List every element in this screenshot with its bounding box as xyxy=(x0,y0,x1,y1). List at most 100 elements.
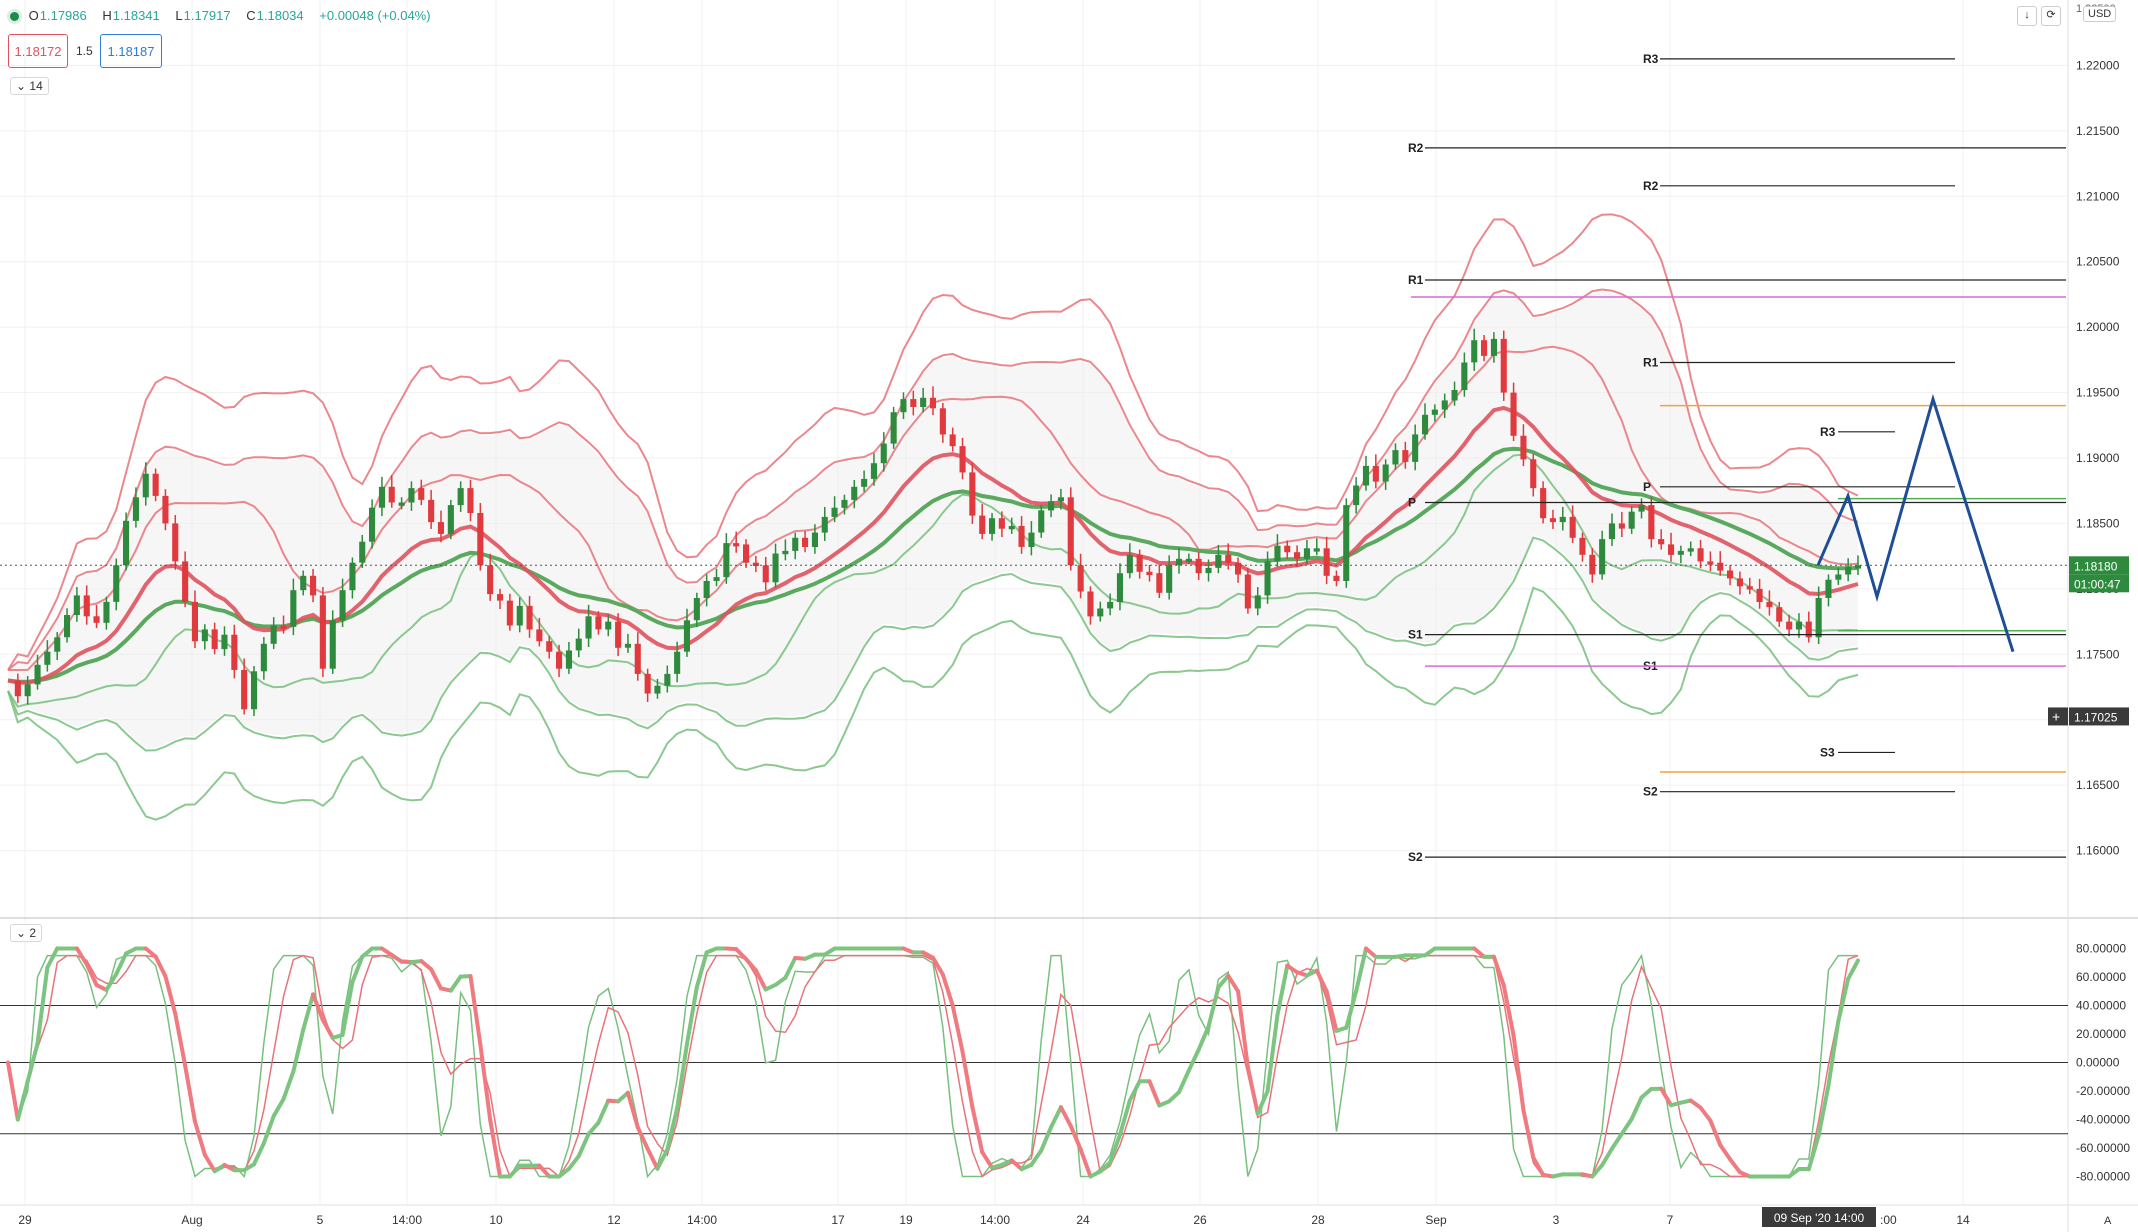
candle-body xyxy=(1077,565,1084,592)
candle-body xyxy=(723,543,730,578)
open-value: 1.17986 xyxy=(39,8,87,23)
candle-body xyxy=(939,408,946,435)
oscillator-main-segment xyxy=(271,1096,286,1119)
time-tick-label: 14:00 xyxy=(392,1213,422,1227)
time-tick-label: 10 xyxy=(489,1213,503,1227)
oscillator-main-segment xyxy=(1354,946,1368,994)
time-tick-label: 5 xyxy=(317,1213,324,1227)
oscillator-main-segment xyxy=(183,1063,197,1124)
main-indicator-toggle[interactable]: ⌄ 14 xyxy=(10,77,49,95)
candle-body xyxy=(1756,588,1763,602)
oscillator-main-segment xyxy=(350,954,365,985)
candle-body xyxy=(526,605,533,630)
candle-body xyxy=(1235,562,1242,575)
refresh-icon[interactable]: ⟳ xyxy=(2041,6,2061,26)
price-tick-label: 1.19000 xyxy=(2076,451,2120,465)
change-value: +0.00048 (+0.04%) xyxy=(319,8,431,23)
oscillator-main-segment xyxy=(1718,1142,1733,1162)
candle-body xyxy=(152,473,159,496)
intraday-pivot-label: S3 xyxy=(1820,745,1835,759)
candle-body xyxy=(319,595,326,669)
candle-body xyxy=(1490,338,1497,356)
oscillator-main-segment xyxy=(1186,1047,1201,1073)
oscillator-main-segment xyxy=(1226,973,1241,994)
time-tick-label: 17 xyxy=(831,1213,845,1227)
oscillator-main-segment xyxy=(675,1041,689,1111)
candle-body xyxy=(989,518,996,534)
candle-body xyxy=(959,446,966,473)
candle-body xyxy=(1303,548,1310,559)
oscillator-main-segment xyxy=(694,950,709,990)
oscillator-main-segment xyxy=(557,1166,571,1179)
candle-body xyxy=(1323,548,1330,576)
oscillator-main-segment xyxy=(1206,985,1221,1029)
countdown-badge xyxy=(2069,574,2129,593)
oscillator-main-segment xyxy=(1029,1148,1044,1167)
candle-body xyxy=(162,495,169,524)
candle-body xyxy=(900,399,907,413)
oscillator-main-segment xyxy=(301,992,316,1032)
plus-icon: + xyxy=(2052,708,2060,724)
currency-badge[interactable]: USD xyxy=(2083,6,2117,22)
oscillator-main-segment xyxy=(84,962,99,988)
candle-body xyxy=(1372,465,1379,482)
candle-body xyxy=(1185,558,1192,563)
candle-body xyxy=(1668,544,1675,555)
candle-body xyxy=(1805,621,1812,638)
candle-body xyxy=(1451,390,1458,401)
candle-body xyxy=(1294,552,1301,559)
candle-body xyxy=(1176,558,1183,566)
oscillator-main-segment xyxy=(143,946,158,959)
last-price-label: 1.18180 xyxy=(2074,559,2118,573)
oscillator-main-segment xyxy=(45,946,60,970)
candle-body xyxy=(290,590,297,627)
weekly-pivot-label: R2 xyxy=(1408,141,1424,155)
oscillator-main-segment xyxy=(1255,1089,1270,1116)
upper-band-outer xyxy=(7,213,1859,671)
oscillator-main-segment xyxy=(419,959,434,972)
oscillator-tick-label: -20.00000 xyxy=(2076,1084,2130,1098)
candle-body xyxy=(1707,561,1714,565)
candle-body xyxy=(841,499,848,508)
oscillator-main-segment xyxy=(537,1163,552,1179)
oscillator-main-segment xyxy=(507,1163,522,1179)
time-tick-label: 3 xyxy=(1553,1213,1560,1227)
sell-button[interactable]: 1.18172 xyxy=(8,34,68,68)
candle-body xyxy=(762,565,769,583)
candle-body xyxy=(654,685,661,694)
buy-button[interactable]: 1.18187 xyxy=(100,34,162,68)
candle-body xyxy=(1736,578,1743,587)
daily-pivot-label: P xyxy=(1643,480,1651,494)
candle-body xyxy=(191,601,198,642)
oscillator-main-segment xyxy=(665,1106,680,1152)
candle-body xyxy=(831,507,838,517)
lower-band-middle xyxy=(7,536,1859,752)
oscillator-main-segment xyxy=(950,1003,965,1054)
oscillator-main-segment xyxy=(744,957,758,973)
candle-body xyxy=(447,505,454,534)
candle-body xyxy=(24,684,31,697)
candle-body xyxy=(1146,571,1153,576)
crosshair-price-badge xyxy=(2069,707,2129,726)
oscillator-main-segment xyxy=(1629,1095,1644,1122)
oscillator-main-segment xyxy=(15,1079,30,1122)
candle-body xyxy=(1648,505,1655,540)
arrow-down-icon[interactable]: ↓ xyxy=(2017,6,2037,26)
candle-body xyxy=(1786,621,1793,630)
candle-body xyxy=(1333,575,1340,581)
oscillator-toggle[interactable]: ⌄ 2 xyxy=(10,924,43,942)
oscillator-tick-label: 40.00000 xyxy=(2076,999,2126,1013)
oscillator-main-segment xyxy=(1108,1132,1122,1165)
oscillator-main-segment xyxy=(252,1141,266,1167)
candle-body xyxy=(1048,501,1055,511)
candle-body xyxy=(1727,570,1734,579)
candle-body xyxy=(1766,601,1773,608)
candle-body xyxy=(14,680,21,697)
candle-body xyxy=(910,399,917,407)
candle-body xyxy=(1569,516,1576,538)
oscillator-main-segment xyxy=(488,1117,503,1179)
candle-body xyxy=(811,532,818,547)
candle-body xyxy=(575,638,582,651)
oscillator-main-segment xyxy=(1039,1125,1054,1153)
